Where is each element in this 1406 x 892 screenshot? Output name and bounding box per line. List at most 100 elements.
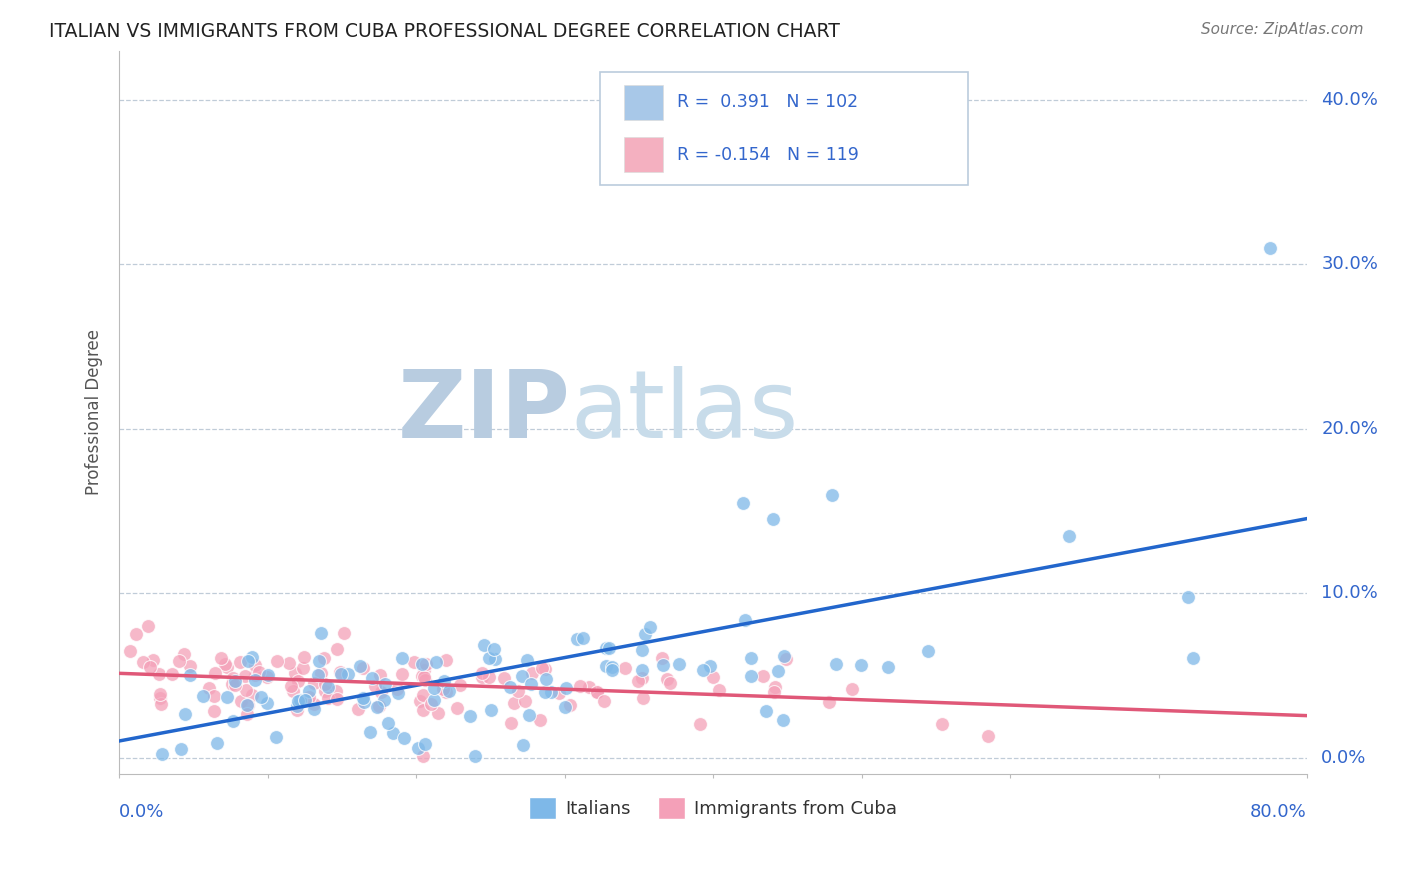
Point bbox=[659, 676, 682, 690]
Point bbox=[817, 695, 839, 709]
Point bbox=[977, 729, 1000, 743]
Point bbox=[131, 656, 153, 670]
Point bbox=[370, 685, 392, 699]
Point bbox=[655, 672, 678, 686]
Point bbox=[179, 667, 201, 681]
Point bbox=[479, 703, 502, 717]
Point bbox=[498, 680, 520, 694]
Point bbox=[595, 640, 617, 655]
Point bbox=[170, 742, 193, 756]
Point bbox=[336, 666, 359, 681]
Point bbox=[173, 647, 195, 661]
Point bbox=[304, 676, 326, 690]
Point bbox=[422, 692, 444, 706]
Point bbox=[359, 724, 381, 739]
Point bbox=[236, 654, 259, 668]
Point bbox=[572, 631, 595, 645]
Point bbox=[326, 691, 349, 706]
Point bbox=[540, 685, 562, 699]
Point bbox=[548, 686, 571, 700]
Point bbox=[264, 731, 287, 745]
Point bbox=[256, 696, 278, 710]
Point bbox=[585, 685, 607, 699]
Point bbox=[235, 698, 257, 712]
Y-axis label: Professional Degree: Professional Degree bbox=[86, 329, 103, 495]
Point bbox=[502, 696, 524, 710]
Point bbox=[593, 694, 616, 708]
Point bbox=[330, 666, 353, 681]
Point bbox=[243, 668, 266, 682]
Point bbox=[256, 668, 278, 682]
Text: Source: ZipAtlas.com: Source: ZipAtlas.com bbox=[1201, 22, 1364, 37]
Point bbox=[631, 691, 654, 706]
Text: 30.0%: 30.0% bbox=[1322, 255, 1378, 274]
Bar bbox=[624, 137, 664, 172]
Point bbox=[136, 619, 159, 633]
Point bbox=[692, 663, 714, 677]
Point bbox=[1258, 241, 1281, 255]
Point bbox=[825, 657, 848, 671]
Point bbox=[773, 649, 796, 664]
Point bbox=[287, 673, 309, 688]
Point bbox=[499, 716, 522, 731]
Point bbox=[364, 679, 387, 693]
Point bbox=[821, 487, 844, 501]
Point bbox=[329, 665, 352, 679]
Point bbox=[169, 654, 191, 668]
Point bbox=[512, 669, 534, 683]
Point bbox=[287, 694, 309, 708]
Point bbox=[224, 673, 246, 688]
Point bbox=[651, 651, 673, 665]
Point bbox=[236, 707, 259, 722]
Point bbox=[517, 708, 540, 723]
Point bbox=[198, 681, 221, 695]
Point bbox=[516, 653, 538, 667]
Point bbox=[412, 689, 434, 703]
Point bbox=[215, 690, 238, 704]
Point bbox=[302, 697, 325, 711]
Point bbox=[392, 731, 415, 746]
Point bbox=[554, 700, 576, 714]
Point bbox=[125, 627, 148, 641]
Point bbox=[775, 652, 797, 666]
Point bbox=[307, 667, 329, 681]
Point bbox=[142, 652, 165, 666]
Point bbox=[522, 666, 544, 681]
Point bbox=[531, 661, 554, 675]
Point bbox=[668, 657, 690, 672]
Point bbox=[120, 644, 142, 658]
Point bbox=[534, 672, 557, 686]
Point bbox=[222, 714, 245, 728]
Point bbox=[458, 709, 481, 723]
Point bbox=[472, 639, 495, 653]
Point bbox=[699, 659, 721, 673]
Point bbox=[931, 717, 953, 731]
Point bbox=[243, 658, 266, 673]
Point bbox=[1181, 650, 1204, 665]
Point bbox=[333, 625, 356, 640]
Point bbox=[193, 689, 215, 703]
Text: 0.0%: 0.0% bbox=[120, 803, 165, 821]
Point bbox=[215, 659, 238, 673]
Point bbox=[470, 666, 492, 681]
Point bbox=[529, 713, 551, 727]
Text: 20.0%: 20.0% bbox=[1322, 420, 1378, 438]
Point bbox=[752, 669, 775, 683]
Point bbox=[492, 671, 515, 685]
Point bbox=[434, 685, 457, 699]
Point bbox=[284, 666, 307, 681]
Point bbox=[204, 690, 226, 704]
Point bbox=[281, 683, 304, 698]
Point bbox=[409, 694, 432, 708]
Text: ITALIAN VS IMMIGRANTS FROM CUBA PROFESSIONAL DEGREE CORRELATION CHART: ITALIAN VS IMMIGRANTS FROM CUBA PROFESSI… bbox=[49, 22, 841, 41]
Point bbox=[426, 706, 449, 720]
Point bbox=[325, 683, 347, 698]
Point bbox=[247, 665, 270, 679]
Point bbox=[209, 651, 232, 665]
Point bbox=[243, 673, 266, 687]
Point bbox=[411, 669, 433, 683]
Point bbox=[558, 698, 581, 712]
Point bbox=[534, 662, 557, 676]
Point bbox=[595, 659, 617, 673]
Point bbox=[740, 669, 762, 683]
